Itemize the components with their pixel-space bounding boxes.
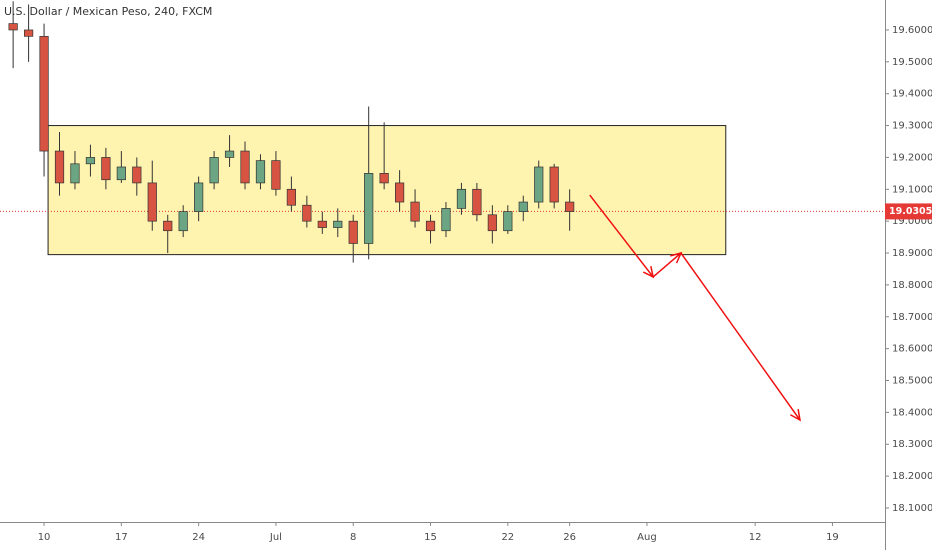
candle-body <box>39 35 49 152</box>
y-tick-label: 18.80000 <box>892 280 932 291</box>
y-tick-label: 19.30000 <box>892 121 932 132</box>
plot-area <box>0 1 885 422</box>
candle-body <box>224 150 235 158</box>
candle-body <box>85 157 96 165</box>
arrow-path <box>589 194 801 421</box>
candle-body <box>255 160 266 184</box>
x-tick-label: 8 <box>350 532 356 543</box>
x-tick-label: 19 <box>826 532 839 543</box>
last-price-box <box>885 203 932 220</box>
y-tick-label: 19.60000 <box>892 25 932 36</box>
candle-body <box>410 201 420 222</box>
arrow-head <box>642 266 655 279</box>
arrow-head <box>789 409 801 422</box>
x-tick-label: 12 <box>749 532 762 543</box>
candle-body <box>534 166 544 203</box>
candle-body <box>101 157 111 181</box>
candle-body <box>70 163 80 184</box>
chart-title: U.S. Dollar / Mexican Peso, 240, FXCM <box>4 5 212 18</box>
candle-body <box>302 204 312 222</box>
candle-body <box>8 23 18 31</box>
y-tick-label: 18.20000 <box>892 471 932 482</box>
x-tick-label: 17 <box>115 532 128 543</box>
y-tick-label: 18.60000 <box>892 344 932 355</box>
candle-body <box>364 173 374 244</box>
candle-body <box>487 214 497 232</box>
x-tick-label: 15 <box>424 532 437 543</box>
candle-body <box>271 160 281 190</box>
candle-body <box>54 150 65 184</box>
x-tick-label: 26 <box>563 532 576 543</box>
candle-body <box>163 220 173 232</box>
y-tick-label: 18.30000 <box>892 439 932 450</box>
y-tick-label: 19.10000 <box>892 184 932 195</box>
y-tick-label: 18.90000 <box>892 248 932 259</box>
candle-body <box>209 157 219 184</box>
candle-body <box>565 201 575 212</box>
x-tick-label: 10 <box>38 532 51 543</box>
candle-body <box>395 182 405 203</box>
arrow-head <box>670 251 683 264</box>
x-tick-label: 22 <box>501 532 514 543</box>
candle-body <box>503 211 513 232</box>
x-tick-label: 24 <box>192 532 205 543</box>
candle-body <box>472 188 482 216</box>
x-tick-label: Aug <box>637 532 657 543</box>
candle-body <box>425 220 436 232</box>
candle-body <box>240 150 250 184</box>
candle-body <box>333 220 343 228</box>
y-tick-label: 19.00000 <box>892 216 932 227</box>
y-tick-label: 18.40000 <box>892 407 932 418</box>
candle-body <box>518 201 528 212</box>
candle-body <box>456 188 467 209</box>
y-tick-label: 19.20000 <box>892 152 932 163</box>
candle-body <box>441 208 451 232</box>
candle-body <box>286 188 296 206</box>
y-tick-label: 18.70000 <box>892 312 932 323</box>
y-tick-label: 19.40000 <box>892 89 932 100</box>
y-tick-label: 18.10000 <box>892 503 932 514</box>
candle-body <box>23 29 34 37</box>
candle-body <box>147 182 157 222</box>
candle-body <box>549 166 559 203</box>
candle-body <box>348 220 358 244</box>
last-price-label: 19.03058 <box>889 206 932 217</box>
range-box <box>47 125 727 256</box>
x-tick-label: Jul <box>269 532 282 543</box>
candle-body <box>132 166 142 184</box>
candle-body <box>194 182 204 212</box>
candle-body <box>379 173 389 184</box>
y-tick-label: 18.50000 <box>892 376 932 387</box>
y-tick-label: 19.50000 <box>892 57 932 68</box>
candle-body <box>178 211 188 232</box>
candle-body <box>317 220 327 228</box>
candle-body <box>116 166 126 181</box>
